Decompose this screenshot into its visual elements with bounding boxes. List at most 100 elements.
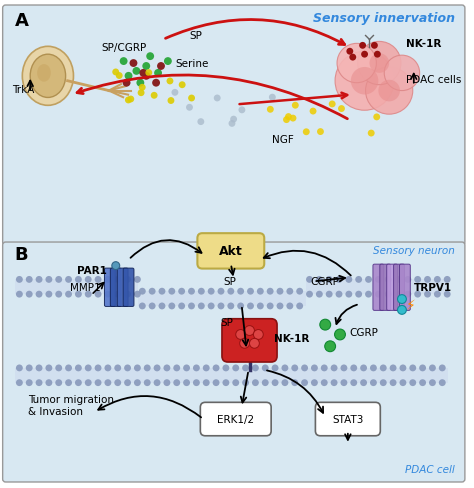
FancyBboxPatch shape (104, 268, 115, 307)
Circle shape (286, 288, 293, 295)
Circle shape (272, 380, 279, 386)
Text: SP: SP (190, 31, 202, 41)
Circle shape (149, 303, 155, 310)
Circle shape (269, 95, 276, 102)
Circle shape (254, 330, 263, 340)
Circle shape (214, 95, 221, 102)
Circle shape (267, 288, 273, 295)
Circle shape (296, 288, 303, 295)
Circle shape (203, 380, 210, 386)
Circle shape (267, 303, 273, 310)
Circle shape (26, 380, 33, 386)
Circle shape (193, 380, 200, 386)
Circle shape (398, 295, 406, 304)
Circle shape (16, 365, 23, 371)
Circle shape (144, 365, 151, 371)
Circle shape (236, 330, 246, 340)
Circle shape (424, 276, 431, 283)
Bar (138, 292, 306, 306)
Circle shape (116, 73, 123, 80)
Circle shape (144, 380, 151, 386)
Circle shape (378, 81, 400, 102)
Circle shape (230, 117, 237, 123)
Circle shape (385, 291, 392, 298)
Circle shape (95, 380, 101, 386)
Circle shape (368, 130, 374, 137)
Circle shape (164, 58, 172, 66)
Circle shape (46, 380, 52, 386)
Text: NK-1R: NK-1R (406, 40, 441, 49)
Circle shape (346, 291, 352, 298)
Circle shape (419, 380, 426, 386)
Circle shape (65, 291, 72, 298)
Ellipse shape (30, 55, 65, 98)
Circle shape (65, 380, 72, 386)
Circle shape (137, 80, 144, 87)
FancyBboxPatch shape (222, 319, 277, 362)
Circle shape (429, 365, 436, 371)
Circle shape (358, 42, 401, 85)
Circle shape (292, 380, 298, 386)
Circle shape (222, 365, 229, 371)
Circle shape (188, 288, 195, 295)
Circle shape (359, 43, 366, 50)
Circle shape (124, 380, 131, 386)
Text: SP/CGRP: SP/CGRP (101, 43, 146, 53)
Circle shape (390, 365, 397, 371)
Circle shape (282, 380, 288, 386)
Text: STAT3: STAT3 (332, 414, 364, 424)
Circle shape (128, 96, 134, 103)
Circle shape (173, 365, 180, 371)
Circle shape (167, 98, 174, 105)
Circle shape (168, 303, 175, 310)
Circle shape (257, 303, 264, 310)
Circle shape (247, 303, 254, 310)
Circle shape (36, 291, 43, 298)
Circle shape (139, 84, 146, 92)
Circle shape (36, 365, 43, 371)
Bar (16, 280, 138, 295)
Circle shape (400, 380, 406, 386)
Text: MMP1: MMP1 (70, 283, 100, 293)
FancyBboxPatch shape (3, 243, 465, 482)
Circle shape (139, 288, 146, 295)
FancyBboxPatch shape (400, 264, 410, 311)
Circle shape (285, 114, 292, 121)
Circle shape (75, 291, 82, 298)
Circle shape (380, 380, 387, 386)
Circle shape (349, 55, 356, 61)
Circle shape (340, 380, 347, 386)
Text: TrkA: TrkA (12, 84, 35, 94)
Circle shape (95, 365, 101, 371)
FancyBboxPatch shape (393, 264, 404, 311)
Circle shape (371, 43, 378, 50)
Circle shape (365, 276, 372, 283)
Circle shape (439, 365, 446, 371)
Circle shape (55, 365, 62, 371)
Circle shape (410, 365, 416, 371)
Circle shape (36, 276, 43, 283)
Circle shape (104, 291, 111, 298)
Circle shape (75, 365, 82, 371)
Circle shape (104, 276, 111, 283)
Circle shape (152, 80, 160, 87)
Circle shape (276, 303, 283, 310)
Circle shape (325, 341, 336, 352)
Circle shape (365, 291, 372, 298)
Circle shape (365, 68, 413, 115)
Circle shape (419, 365, 426, 371)
Circle shape (114, 276, 121, 283)
Circle shape (267, 107, 274, 114)
Circle shape (95, 276, 101, 283)
Circle shape (331, 365, 337, 371)
Circle shape (154, 365, 161, 371)
FancyBboxPatch shape (387, 264, 398, 311)
Text: PAR1: PAR1 (77, 265, 107, 275)
Circle shape (283, 117, 290, 124)
Text: PDAC cell: PDAC cell (405, 464, 455, 474)
FancyBboxPatch shape (201, 403, 271, 436)
Circle shape (252, 380, 259, 386)
Circle shape (370, 365, 377, 371)
Circle shape (16, 276, 23, 283)
Text: TRPV1: TRPV1 (414, 283, 452, 293)
